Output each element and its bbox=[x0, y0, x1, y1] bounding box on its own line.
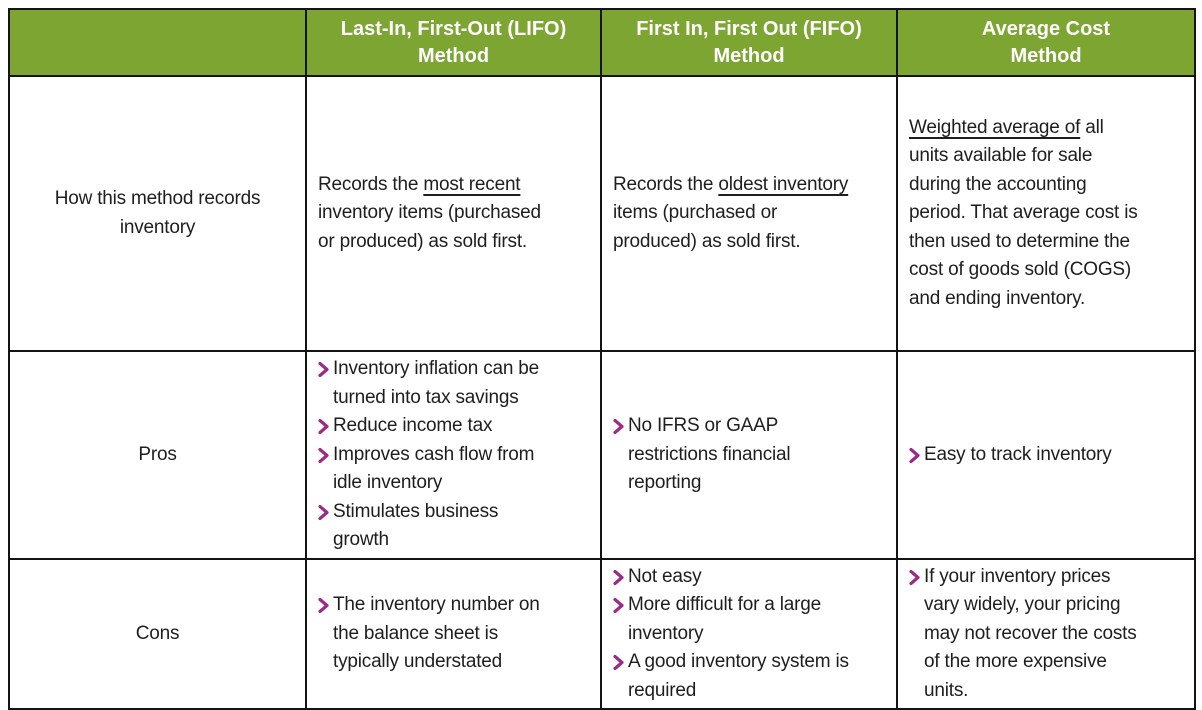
text-run: then used to determine the bbox=[909, 230, 1130, 252]
list-item-text: If your inventory prices vary widely, yo… bbox=[924, 565, 1137, 701]
row-label-pros: Pros bbox=[8, 350, 307, 560]
bullet-list: Not easy More difficult for a large inven… bbox=[613, 563, 888, 706]
list-item: A good inventory system is required bbox=[613, 648, 888, 705]
list-item: No IFRS or GAAP restrictions financial r… bbox=[613, 412, 888, 498]
cell-cons-average-cost: If your inventory prices vary widely, yo… bbox=[896, 557, 1196, 710]
list-item-text: Stimulates business growth bbox=[333, 500, 499, 551]
cell-how-records-fifo: Records the oldest inventory items (purch… bbox=[600, 75, 898, 352]
list-item: More difficult for a large inventory bbox=[613, 591, 888, 648]
chevron-bullet-icon bbox=[318, 418, 329, 435]
text-run: cost of goods sold (COGS) bbox=[909, 259, 1132, 281]
row-label-cons: Cons bbox=[8, 557, 307, 710]
bullet-list: Inventory inflation can be turned into t… bbox=[318, 355, 592, 555]
cell-how-records-lifo: Records the most recent inventory items (… bbox=[305, 75, 602, 352]
header-cell-fifo: First In, First Out (FIFO) Method bbox=[600, 8, 898, 77]
text-run: period. That average cost is bbox=[909, 202, 1138, 224]
chevron-bullet-icon bbox=[318, 361, 329, 378]
list-item-text: Easy to track inventory bbox=[924, 443, 1112, 465]
table-row-how-records: How this method records inventory Record… bbox=[8, 75, 1196, 352]
list-item: Improves cash flow from idle inventory bbox=[318, 441, 592, 498]
list-item-text: Not easy bbox=[628, 565, 702, 587]
chevron-bullet-icon bbox=[613, 597, 624, 614]
cell-pros-fifo: No IFRS or GAAP restrictions financial r… bbox=[600, 350, 898, 560]
cell-text: Records the most recent inventory items (… bbox=[318, 171, 592, 257]
list-item: Easy to track inventory bbox=[909, 441, 1186, 470]
table-row-cons: Cons The inventory number on the balance… bbox=[8, 557, 1196, 710]
row-label-how-records: How this method records inventory bbox=[8, 75, 307, 352]
list-item-text: Inventory inflation can be turned into t… bbox=[333, 358, 540, 408]
underlined-phrase: oldest inventory bbox=[718, 173, 849, 195]
text-run: produced) as sold first. bbox=[613, 230, 801, 252]
list-item: Reduce income tax bbox=[318, 412, 592, 441]
underlined-phrase: Weighted average of bbox=[909, 116, 1081, 138]
table-row-pros: Pros Inventory inflation can be turned i… bbox=[8, 350, 1196, 560]
list-item-text: Improves cash flow from idle inventory bbox=[333, 443, 535, 494]
comparison-table: Last-In, First-Out (LIFO) Method First I… bbox=[8, 8, 1196, 710]
list-item-text: No IFRS or GAAP restrictions financial r… bbox=[628, 415, 791, 493]
text-run: and ending inventory. bbox=[909, 287, 1086, 309]
comparison-table-wrapper: Last-In, First-Out (LIFO) Method First I… bbox=[8, 8, 1196, 710]
header-row: Last-In, First-Out (LIFO) Method First I… bbox=[8, 8, 1196, 77]
text-run: Records the bbox=[613, 173, 719, 195]
underlined-phrase: most recent bbox=[423, 173, 521, 195]
header-cell-corner bbox=[8, 8, 307, 77]
list-item: Not easy bbox=[613, 563, 888, 592]
list-item-text: The inventory number on the balance shee… bbox=[333, 594, 540, 672]
list-item-text: Reduce income tax bbox=[333, 415, 493, 436]
cell-cons-fifo: Not easy More difficult for a large inven… bbox=[600, 557, 898, 710]
cell-text: Weighted average of all units available f… bbox=[909, 114, 1186, 314]
text-run: items (purchased or bbox=[613, 202, 778, 224]
chevron-bullet-icon bbox=[318, 597, 329, 614]
text-run: inventory items (purchased bbox=[318, 202, 541, 224]
list-item-text: A good inventory system is required bbox=[628, 651, 849, 701]
chevron-bullet-icon bbox=[318, 504, 329, 520]
bullet-list: No IFRS or GAAP restrictions financial r… bbox=[613, 412, 888, 498]
chevron-bullet-icon bbox=[318, 447, 329, 463]
list-item: Stimulates business growth bbox=[318, 498, 592, 555]
text-run: Records the bbox=[318, 173, 424, 195]
cell-pros-lifo: Inventory inflation can be turned into t… bbox=[305, 350, 602, 560]
header-cell-average-cost: Average Cost Method bbox=[896, 8, 1196, 77]
list-item: The inventory number on the balance shee… bbox=[318, 591, 592, 677]
chevron-bullet-icon bbox=[613, 569, 624, 585]
cell-cons-lifo: The inventory number on the balance shee… bbox=[305, 557, 602, 710]
cell-text: Records the oldest inventory items (purch… bbox=[613, 171, 888, 257]
chevron-bullet-icon bbox=[909, 569, 920, 585]
list-item-text: More difficult for a large inventory bbox=[628, 594, 821, 644]
chevron-bullet-icon bbox=[909, 447, 920, 463]
list-item: If your inventory prices vary widely, yo… bbox=[909, 563, 1186, 706]
bullet-list: The inventory number on the balance shee… bbox=[318, 591, 592, 677]
text-run: all bbox=[1080, 116, 1104, 138]
cell-pros-average-cost: Easy to track inventory bbox=[896, 350, 1196, 560]
text-run: units available for sale bbox=[909, 145, 1093, 167]
list-item: Inventory inflation can be turned into t… bbox=[318, 355, 592, 412]
cell-how-records-average-cost: Weighted average of all units available f… bbox=[896, 75, 1196, 352]
bullet-list: If your inventory prices vary widely, yo… bbox=[909, 563, 1186, 706]
text-run: or produced) as sold first. bbox=[318, 230, 527, 252]
chevron-bullet-icon bbox=[613, 654, 624, 671]
chevron-bullet-icon bbox=[613, 418, 624, 435]
header-cell-lifo: Last-In, First-Out (LIFO) Method bbox=[305, 8, 602, 77]
bullet-list: Easy to track inventory bbox=[909, 441, 1186, 470]
text-run: during the accounting bbox=[909, 173, 1087, 195]
